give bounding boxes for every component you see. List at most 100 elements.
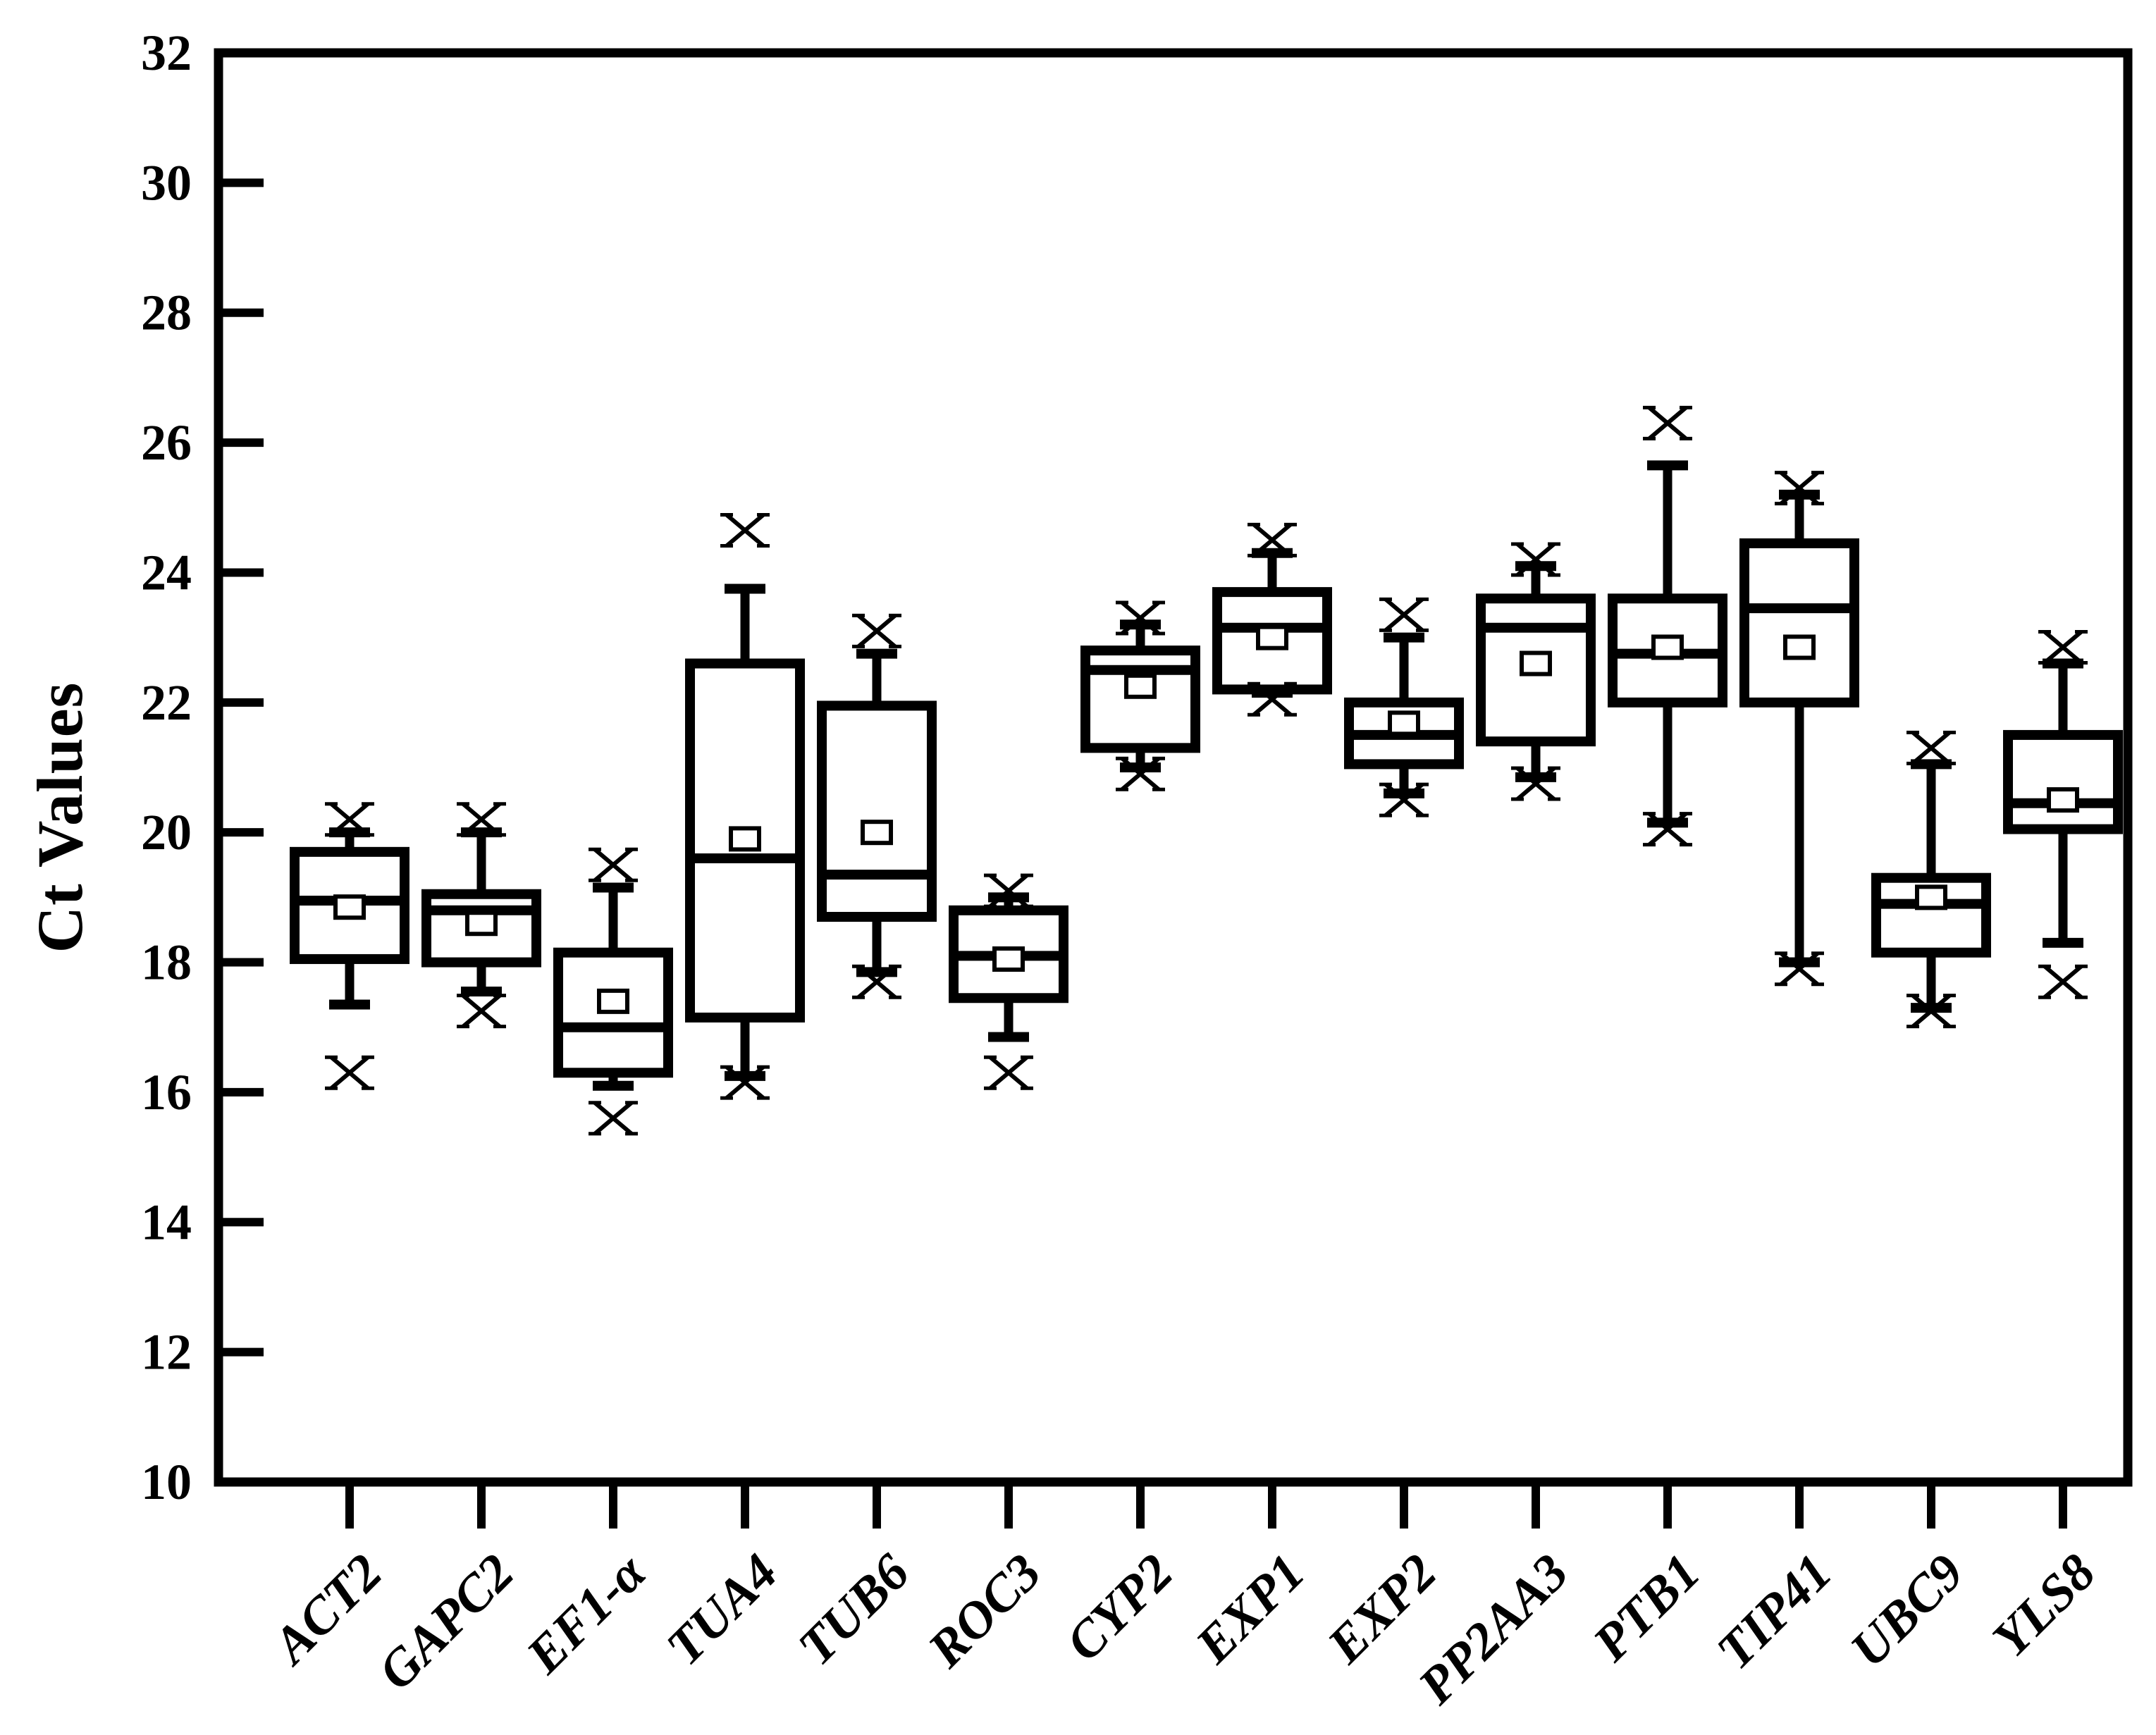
y-tick-label: 32 [141, 25, 192, 81]
outlier-stroke [1121, 600, 1160, 636]
outlier-stroke [1648, 812, 1687, 846]
box-plot-ROC3 [949, 873, 1068, 1090]
y-tick-label: 18 [141, 934, 192, 991]
mean-marker [992, 946, 1025, 972]
y-tick-label: 24 [141, 544, 192, 600]
y-tick-label: 26 [141, 414, 192, 471]
outlier-stroke [1252, 523, 1292, 557]
outlier-stroke [330, 802, 369, 837]
mean-marker [1256, 624, 1288, 650]
outlier-icon [2038, 629, 2088, 665]
mean-marker [465, 910, 498, 937]
y-tick-label: 30 [141, 154, 192, 211]
outlier-icon [1511, 542, 1560, 577]
mean-marker [1124, 673, 1157, 699]
mean-marker [729, 826, 761, 852]
mean-marker [861, 820, 893, 846]
outlier-stroke [593, 847, 633, 882]
y-tick-label: 12 [141, 1324, 192, 1381]
y-tick-label: 10 [141, 1454, 192, 1510]
y-tick-label: 16 [141, 1064, 192, 1120]
outlier-stroke [989, 1055, 1028, 1090]
box-plot-EXP2 [1344, 597, 1464, 817]
mean-marker [1651, 634, 1684, 660]
y-tick-label: 20 [141, 804, 192, 860]
outlier-icon [720, 1065, 770, 1100]
outlier-icon [1643, 812, 1692, 847]
outlier-icon [457, 994, 506, 1029]
x-category-label: UBC9 [1840, 1543, 1975, 1679]
outlier-stroke [1384, 598, 1424, 632]
outlier-icon [984, 1055, 1033, 1090]
outlier-stroke [2043, 964, 2083, 999]
outlier-icon [457, 802, 506, 837]
outlier-icon [589, 847, 638, 882]
box-plot-EXP1 [1212, 522, 1332, 717]
outlier-icon [1906, 994, 1956, 1029]
box-plot-TUB6 [817, 613, 937, 999]
box-plot-UBC9 [1871, 730, 1991, 1029]
outlier-icon [852, 964, 901, 999]
x-category-label: TUB6 [787, 1543, 920, 1677]
y-tick-label: 28 [141, 285, 192, 341]
plot-frame [214, 48, 2133, 1487]
outlier-icon [1248, 522, 1297, 557]
outlier-stroke [1516, 542, 1556, 577]
box-plot-ACT2 [290, 802, 409, 1090]
mean-marker [1388, 710, 1420, 736]
box-plot-EF1-α [553, 847, 673, 1136]
box-plot-TIP41 [1739, 471, 1859, 987]
outlier-stroke [593, 1101, 633, 1136]
outlier-icon [1116, 600, 1165, 636]
mean-marker [1915, 884, 1947, 910]
outlier-icon [325, 802, 374, 837]
x-category-label: YLS8 [1982, 1543, 2107, 1668]
outlier-icon [1248, 681, 1297, 717]
outlier-icon [589, 1101, 638, 1136]
outlier-stroke [857, 964, 897, 999]
outlier-icon [984, 873, 1033, 908]
y-tick-label: 22 [141, 674, 192, 731]
x-category-label: TIP41 [1706, 1543, 1843, 1681]
outlier-stroke [2043, 630, 2083, 665]
x-category-label: PP2AA3 [1407, 1543, 1579, 1716]
iqr-box [2003, 729, 2123, 834]
box-plot-PP2AA3 [1476, 542, 1596, 801]
x-category-label: GAPC2 [367, 1543, 525, 1701]
outlier-icon [720, 513, 770, 548]
outlier-stroke [1780, 951, 1819, 987]
outlier-stroke [462, 802, 501, 837]
outlier-icon [1906, 730, 1956, 765]
outlier-icon [1116, 756, 1165, 791]
outlier-stroke [462, 994, 501, 1028]
outlier-stroke [1384, 782, 1424, 817]
outlier-stroke [1252, 681, 1292, 717]
outlier-stroke [330, 1055, 369, 1090]
x-category-label: EF1-α [515, 1543, 658, 1685]
outlier-stroke [1516, 766, 1556, 801]
box-plot-GAPC2 [421, 802, 541, 1029]
outlier-icon [1379, 597, 1429, 632]
mean-marker [2047, 787, 2079, 813]
outlier-icon [1379, 782, 1429, 817]
outlier-icon [325, 1055, 374, 1090]
box-plot-YLS8 [2003, 629, 2123, 999]
iqr-box [1739, 538, 1859, 708]
x-category-label: CYP2 [1055, 1543, 1184, 1672]
x-category-label: ROC3 [917, 1543, 1052, 1679]
box-plot-PTB1 [1608, 405, 1727, 847]
outlier-stroke [1911, 731, 1951, 765]
outlier-stroke [725, 1065, 765, 1100]
outlier-stroke [1780, 471, 1819, 505]
y-tick-label: 14 [141, 1194, 192, 1250]
outlier-stroke [1911, 994, 1951, 1028]
outlier-stroke [725, 513, 765, 548]
outlier-stroke [989, 873, 1028, 908]
box-plot-CYP2 [1080, 600, 1200, 791]
mean-marker [333, 894, 366, 920]
outlier-icon [1775, 471, 1824, 506]
outlier-icon [1775, 951, 1824, 987]
mean-marker [1783, 634, 1816, 660]
